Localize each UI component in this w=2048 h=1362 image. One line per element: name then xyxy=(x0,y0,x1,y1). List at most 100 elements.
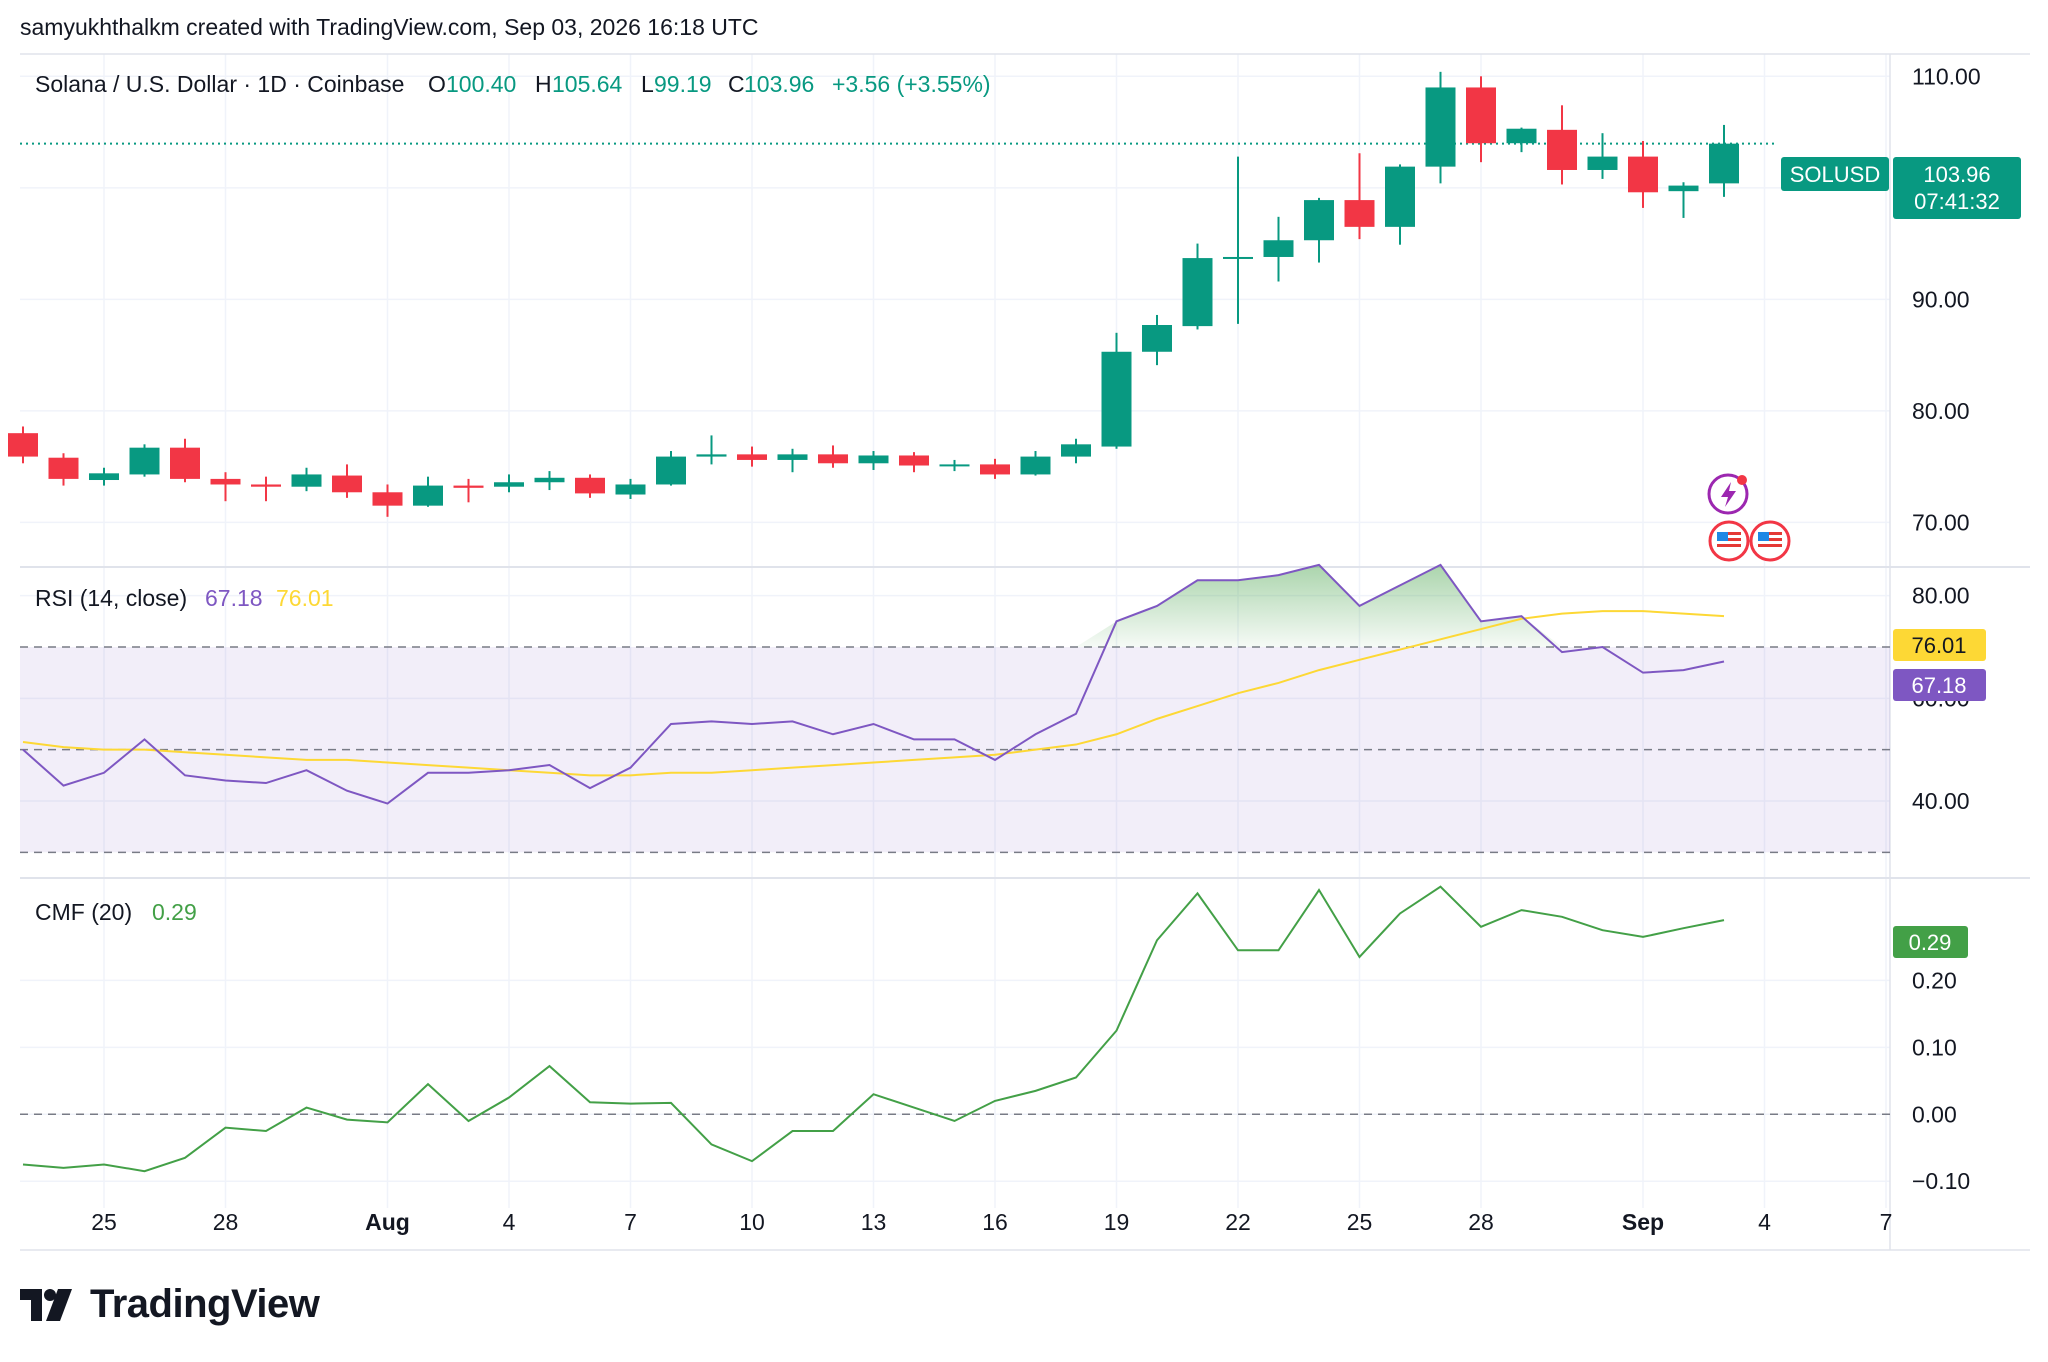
candle-body xyxy=(48,457,79,479)
rsi-ma-line xyxy=(22,610,1725,777)
x-tick-label: 22 xyxy=(1225,1209,1251,1235)
legend-low: 99.19 xyxy=(654,71,712,97)
candle-body xyxy=(737,454,767,460)
candle-body xyxy=(899,455,929,466)
cmf-tick-label: 0.20 xyxy=(1912,967,1957,993)
candle-body xyxy=(1020,456,1051,475)
candle-body xyxy=(332,475,362,493)
candle-body xyxy=(1628,156,1658,193)
axes: 110.00100.0090.0080.0070.0080.0060.0040.… xyxy=(91,63,1982,1235)
tradingview-brand[interactable]: TradingView xyxy=(20,1282,320,1327)
legend-o-label: O xyxy=(428,71,446,97)
cmf-badge: 0.29 xyxy=(1893,926,1968,958)
candle-body xyxy=(1587,156,1618,170)
legend-l-label: L xyxy=(641,71,654,97)
brand-name: TradingView xyxy=(90,1282,320,1326)
rsi-legend-name: RSI (14, close) xyxy=(35,585,187,611)
candle-body xyxy=(494,482,524,487)
price-tick-label: 110.00 xyxy=(1912,63,1981,89)
candle-body xyxy=(656,456,686,485)
candle-body xyxy=(372,492,403,506)
rsi-tick-label: 80.00 xyxy=(1912,583,1970,609)
x-tick-label: 10 xyxy=(739,1209,765,1235)
rsi-line xyxy=(22,563,1725,805)
x-tick-label: 28 xyxy=(213,1209,239,1235)
candle-body xyxy=(129,447,160,475)
tradingview-logo-icon xyxy=(20,1288,72,1321)
candle-body xyxy=(777,454,808,460)
rsi-pane xyxy=(20,563,1890,854)
lightning-event-icon[interactable] xyxy=(1707,473,1749,515)
x-tick-label: 4 xyxy=(1758,1209,1771,1235)
legend-h-label: H xyxy=(535,71,552,97)
price-badge: SOLUSD 103.96 07:41:32 xyxy=(1781,157,2021,219)
x-tick-label: 28 xyxy=(1468,1209,1494,1235)
legend-ohlc: O 100.40 H 105.64 L 99.19 C 103.96 +3.56… xyxy=(428,71,991,97)
price-badge-symbol: SOLUSD xyxy=(1790,162,1880,187)
grid-layer xyxy=(20,54,1890,1208)
us-flag-icon[interactable] xyxy=(1749,520,1791,562)
x-tick-label: 7 xyxy=(1880,1209,1893,1235)
legend-symbol: Solana / U.S. Dollar · 1D · Coinbase xyxy=(35,71,404,97)
x-tick-label: Sep xyxy=(1622,1209,1664,1235)
rsi-ma-badge-value: 76.01 xyxy=(1911,633,1966,658)
candle-body xyxy=(1425,87,1456,167)
cmf-pane xyxy=(20,885,1890,1173)
candle-body xyxy=(251,484,281,487)
candle-body xyxy=(1506,128,1537,144)
candle-body xyxy=(1263,240,1294,257)
candle-body xyxy=(210,478,241,485)
candle-body xyxy=(1304,200,1334,241)
price-badge-countdown: 07:41:32 xyxy=(1914,189,2000,214)
candle-body xyxy=(170,447,200,479)
x-tick-label: 19 xyxy=(1104,1209,1130,1235)
price-pane xyxy=(8,71,1778,517)
candle-body xyxy=(413,485,443,506)
candle-body xyxy=(858,455,889,464)
us-flag-icon[interactable] xyxy=(1708,520,1750,562)
cmf-line xyxy=(22,885,1725,1173)
candle-body xyxy=(1142,324,1172,352)
cmf-legend-value: 0.29 xyxy=(152,899,197,925)
legend-change: +3.56 (+3.55%) xyxy=(832,71,991,97)
candle-body xyxy=(89,473,119,481)
candle-body xyxy=(1344,200,1375,227)
cmf-tick-label: 0.10 xyxy=(1912,1034,1957,1060)
x-tick-label: 13 xyxy=(861,1209,887,1235)
rsi-ma-legend-value: 76.01 xyxy=(276,585,334,611)
price-tick-label: 90.00 xyxy=(1912,286,1970,312)
rsi-legend-value: 67.18 xyxy=(205,585,263,611)
candle-body xyxy=(534,477,565,483)
candle-body xyxy=(291,474,322,487)
cmf-badge-value: 0.29 xyxy=(1909,930,1952,955)
chart-header: samyukhthalkm created with TradingView.c… xyxy=(20,14,759,40)
legend-close: 103.96 xyxy=(744,71,814,97)
candle-body xyxy=(696,454,727,457)
x-tick-label: 25 xyxy=(91,1209,117,1235)
legend-c-label: C xyxy=(728,71,745,97)
candle-body xyxy=(980,464,1010,475)
candle-body xyxy=(818,454,848,464)
cmf-tick-label: 0.00 xyxy=(1912,1101,1957,1127)
x-tick-label: Aug xyxy=(365,1209,410,1235)
x-tick-label: 25 xyxy=(1347,1209,1373,1235)
candle-body xyxy=(1547,129,1577,170)
candle-body xyxy=(1466,87,1496,144)
candle-body xyxy=(1182,258,1213,327)
candle-body xyxy=(1101,351,1132,447)
cmf-tick-label: −0.10 xyxy=(1912,1168,1970,1194)
legend-open: 100.40 xyxy=(446,71,516,97)
candle-body xyxy=(575,477,605,494)
rsi-tick-label: 40.00 xyxy=(1912,788,1970,814)
candle-body xyxy=(1668,185,1699,192)
cmf-legend-name: CMF (20) xyxy=(35,899,132,925)
legend-high: 105.64 xyxy=(552,71,623,97)
price-badge-price: 103.96 xyxy=(1923,162,1990,187)
candle-body xyxy=(939,464,970,467)
price-tick-label: 70.00 xyxy=(1912,509,1970,535)
rsi-ma-badge: 76.01 xyxy=(1893,629,1986,661)
x-tick-label: 7 xyxy=(624,1209,637,1235)
candle-body xyxy=(615,484,646,495)
candle-body xyxy=(1709,143,1739,184)
